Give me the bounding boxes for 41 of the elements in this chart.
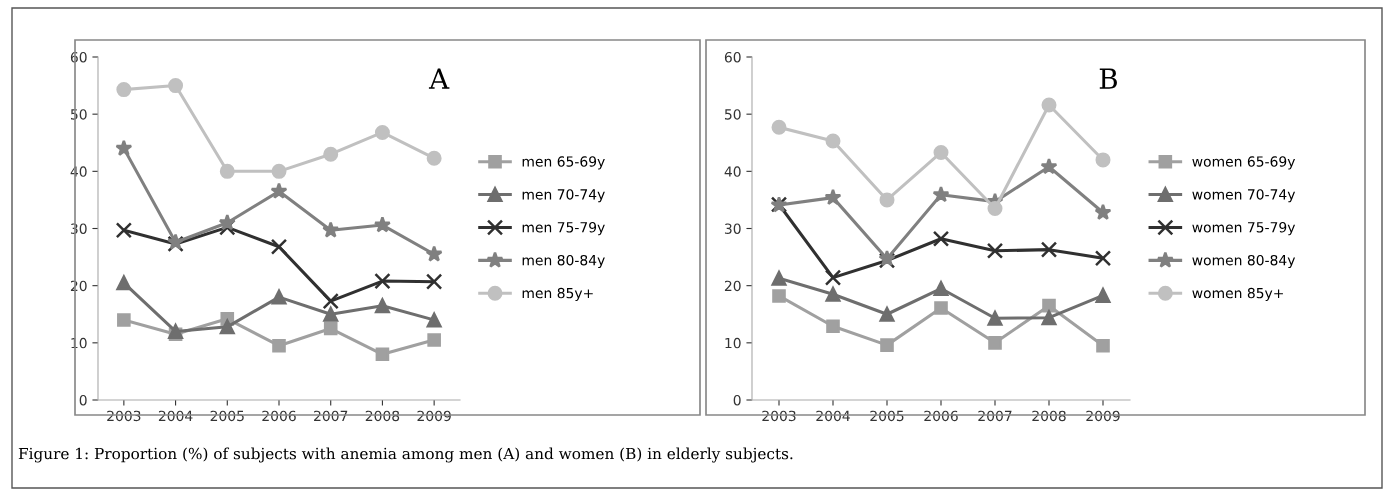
legend-label: women 75-79y <box>1192 222 1296 236</box>
x-tick-label: 2007 <box>314 410 348 422</box>
x-tick-label: 2004 <box>158 410 193 422</box>
y-tick-label: 10 <box>725 337 741 349</box>
legend-label: men 80-84y <box>522 254 605 269</box>
x-tick-label: 2009 <box>1086 410 1120 422</box>
x-tick-label: 2005 <box>210 410 244 422</box>
caption: Figure 1: Proportion (%) of subjects with anemia among men (A) and women (B) in elderly subjects. <box>18 447 793 463</box>
y-tick-label: 20 <box>70 280 87 292</box>
legend-label: women 85y+ <box>1192 287 1283 301</box>
legend-label: women 70-74y <box>1192 189 1296 203</box>
y-tick-label: 50 <box>70 109 87 120</box>
y-tick-label: 60 <box>724 51 741 63</box>
y-tick-label: 40 <box>724 166 741 177</box>
y-tick-label: 60 <box>70 51 87 63</box>
y-tick-label: 40 <box>70 166 87 177</box>
y-tick-label: 0 <box>79 394 87 406</box>
legend-label: men 85y+ <box>522 287 593 301</box>
x-tick-label: 2004 <box>816 410 850 422</box>
x-tick-label: 2005 <box>870 410 904 422</box>
y-tick-label: 0 <box>733 394 741 406</box>
legend-label: women 80-84y <box>1192 254 1296 269</box>
x-tick-label: 2006 <box>262 410 296 422</box>
y-tick-label: 30 <box>70 223 87 234</box>
legend-label: men 75-79y <box>522 222 605 236</box>
chart-title: B <box>1099 68 1117 89</box>
x-tick-label: 2007 <box>978 410 1012 422</box>
x-tick-label: 2006 <box>924 410 958 422</box>
x-tick-label: 2009 <box>417 410 451 422</box>
y-tick-label: 50 <box>724 109 741 120</box>
x-tick-label: 2008 <box>1032 410 1066 422</box>
x-tick-label: 2003 <box>107 410 141 422</box>
y-tick-label: 10 <box>71 337 87 349</box>
legend-label: men 65-69y <box>522 156 605 170</box>
y-tick-label: 20 <box>724 280 741 292</box>
chart-title: A <box>428 68 450 89</box>
legend-label: women 65-69y <box>1192 156 1296 170</box>
y-tick-label: 30 <box>724 223 741 234</box>
legend-label: men 70-74y <box>522 189 605 203</box>
x-tick-label: 2003 <box>762 410 796 422</box>
x-tick-label: 2008 <box>365 410 400 422</box>
